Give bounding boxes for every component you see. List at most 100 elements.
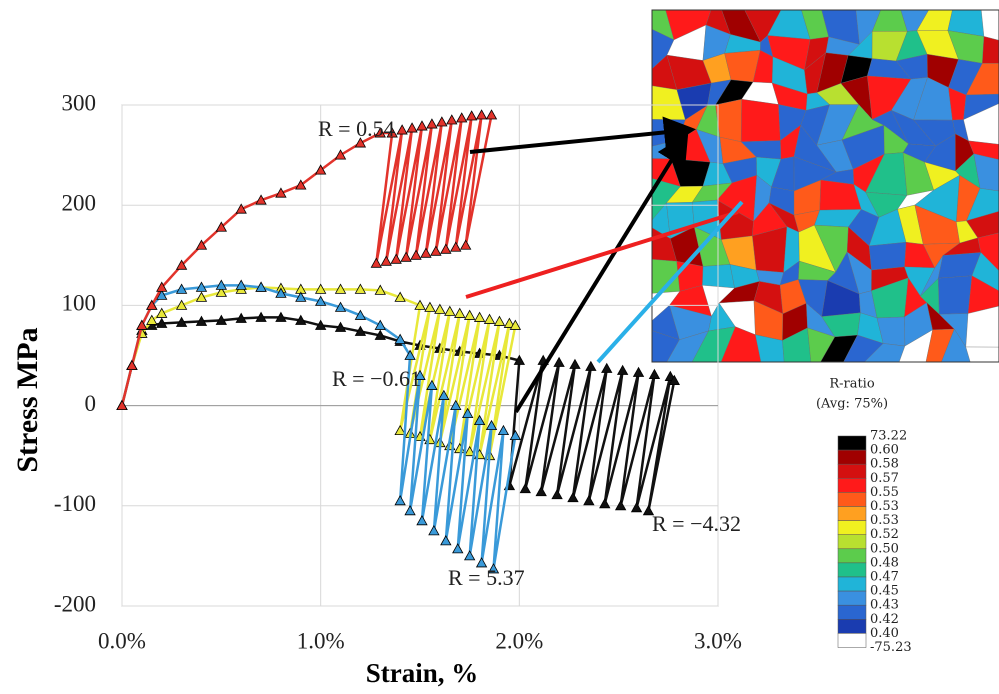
marker: [437, 117, 447, 126]
series-line: [122, 287, 515, 455]
colorbar-subtitle: (Avg: 75%): [816, 397, 888, 412]
marker: [453, 544, 463, 553]
colorbar-label: 0.42: [870, 612, 899, 627]
marker: [447, 115, 457, 124]
marker: [336, 150, 346, 159]
colorbar-swatch: [838, 535, 866, 549]
marker: [127, 361, 137, 370]
colorbar-swatch: [838, 577, 866, 591]
marker: [457, 113, 467, 122]
marker: [461, 240, 471, 249]
micrograph: [652, 10, 999, 362]
colorbar-swatch: [838, 563, 866, 577]
marker: [429, 526, 439, 535]
colorbar-swatch: [838, 492, 866, 506]
marker: [427, 119, 437, 128]
colorbar-label: 0.43: [870, 598, 899, 613]
colorbar-label: 0.57: [870, 471, 899, 486]
marker: [407, 123, 417, 132]
marker: [441, 536, 451, 545]
plot-area: [117, 105, 718, 606]
marker: [395, 496, 405, 505]
marker: [494, 316, 504, 325]
x-axis-title: Strain, %: [366, 658, 479, 688]
marker: [487, 110, 497, 119]
colorbar-label: 0.53: [870, 513, 899, 528]
marker: [401, 252, 411, 261]
colorbar-label: 0.50: [870, 541, 899, 556]
x-tick-label: 0.0%: [98, 628, 146, 653]
grain: [869, 242, 906, 270]
series-line: [122, 115, 492, 406]
colorbar-swatch: [838, 549, 866, 563]
colorbar-swatch: [838, 464, 866, 478]
colorbar-swatch: [838, 478, 866, 492]
marker: [381, 256, 391, 265]
colorbar-label: 0.40: [870, 626, 899, 641]
colorbar-label: 0.45: [870, 584, 899, 599]
x-tick-label: 1.0%: [297, 628, 345, 653]
marker: [552, 490, 562, 499]
series-annotation: R = −4.32: [652, 511, 741, 536]
colorbar-swatch: [838, 436, 866, 450]
marker: [417, 121, 427, 130]
marker: [455, 308, 465, 317]
marker: [475, 312, 485, 321]
marker: [498, 426, 508, 435]
series-annotation: R = 5.37: [448, 565, 525, 590]
marker: [554, 358, 564, 367]
marker: [570, 360, 580, 369]
colorbar-label: 0.47: [870, 570, 899, 585]
x-tick-label: 2.0%: [495, 628, 543, 653]
colorbar-label: 0.48: [870, 555, 899, 570]
marker: [431, 246, 441, 255]
colorbar-swatch: [838, 450, 866, 464]
colorbar-label: 0.55: [870, 485, 899, 500]
marker: [602, 364, 612, 373]
colorbar-label: 0.53: [870, 499, 899, 514]
marker: [137, 320, 147, 329]
y-tick-label: 0: [85, 391, 97, 416]
x-tick-label: 3.0%: [694, 628, 742, 653]
y-tick-label: -100: [54, 491, 96, 516]
series-annotation: R = −0.61: [332, 366, 421, 391]
marker: [371, 258, 381, 267]
y-tick-label: -200: [54, 591, 96, 616]
marker: [536, 487, 546, 496]
marker: [465, 551, 475, 560]
grain: [966, 347, 999, 362]
marker: [485, 314, 495, 323]
colorbar-label: 0.58: [870, 457, 899, 472]
y-axis-title: Stress MPa: [11, 327, 44, 472]
marker: [618, 366, 628, 375]
marker: [421, 248, 431, 257]
colorbar-label: 0.60: [870, 443, 899, 458]
marker: [632, 503, 642, 512]
y-tick-label: 300: [62, 90, 97, 115]
marker: [465, 310, 475, 319]
colorbar-swatch: [838, 521, 866, 535]
marker: [467, 111, 477, 120]
marker: [634, 368, 644, 377]
colorbar-swatch: [838, 619, 866, 633]
colorbar-swatch: [838, 633, 866, 647]
marker: [405, 506, 415, 515]
marker: [520, 484, 530, 493]
colorbar-swatch: [838, 591, 866, 605]
colorbar-label: 0.52: [870, 527, 899, 542]
grain: [938, 276, 972, 315]
y-tick-label: 200: [62, 190, 97, 215]
marker: [417, 516, 427, 525]
grain: [982, 36, 999, 63]
marker: [441, 244, 451, 253]
marker: [584, 496, 594, 505]
colorbar-title: R-ratio: [829, 377, 875, 392]
colorbar-swatch: [838, 605, 866, 619]
marker: [586, 362, 596, 371]
colorbar: 73.220.600.580.570.550.530.530.520.500.4…: [838, 429, 912, 656]
colorbar-label: 73.22: [870, 429, 907, 444]
marker: [391, 254, 401, 263]
series-annotation: R = 0.54: [318, 116, 395, 141]
marker: [411, 250, 421, 259]
grain: [702, 264, 734, 288]
